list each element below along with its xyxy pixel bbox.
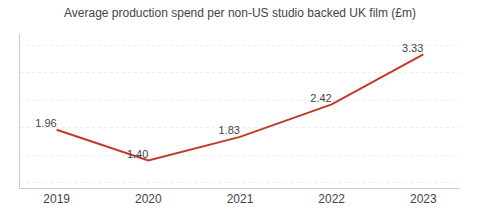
svg-text:1.96: 1.96: [35, 117, 56, 129]
svg-text:2021: 2021: [227, 192, 254, 206]
svg-text:Average production spend per n: Average production spend per non-US stud…: [64, 6, 416, 20]
svg-text:2020: 2020: [135, 192, 162, 206]
svg-text:2.42: 2.42: [310, 92, 331, 104]
svg-text:3.33: 3.33: [402, 42, 423, 54]
svg-text:2019: 2019: [43, 192, 70, 206]
svg-text:2022: 2022: [318, 192, 345, 206]
svg-text:1.40: 1.40: [127, 148, 148, 160]
svg-text:1.83: 1.83: [219, 124, 240, 136]
svg-text:2023: 2023: [410, 192, 437, 206]
